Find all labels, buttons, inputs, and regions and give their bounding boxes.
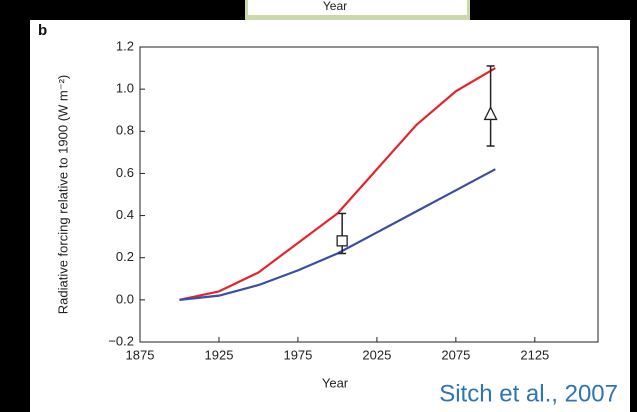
y-tick-label: 1.2 [116,38,134,53]
y-tick-label: −0.2 [108,333,134,348]
y-tick-label: 1.0 [116,81,134,96]
x-tick-label: 2075 [441,347,470,362]
y-tick-label: 0.0 [116,291,134,306]
x-tick-label: 1925 [205,347,234,362]
observation-marker [337,236,347,246]
slide: Year b Sitch et al., 2007 −0.2 0.0 0.2 0.4 0… [0,0,637,412]
x-tick-label: 1875 [126,347,155,362]
y-axis-label: Radiative forcing relative to 1900 (W m⁻… [55,75,70,315]
y-tick-label: 0.4 [116,207,134,222]
x-tick-label: 1975 [283,347,312,362]
page: Year b Sitch et al., 2007 −0.2 0.0 0.2 0.4 0… [0,0,637,412]
x-axis-label: Year [322,375,349,390]
upper-figure-strip [248,0,467,15]
upper-axis-label: Year [323,0,347,13]
y-tick-label: 0.6 [116,165,134,180]
y-tick-label: 0.8 [116,123,134,138]
y-tick-label: 0.2 [116,249,134,264]
panel-label: b [38,22,47,39]
credit: Sitch et al., 2007 [439,380,618,407]
x-tick-label: 2125 [520,347,549,362]
x-tick-label: 2025 [362,347,391,362]
